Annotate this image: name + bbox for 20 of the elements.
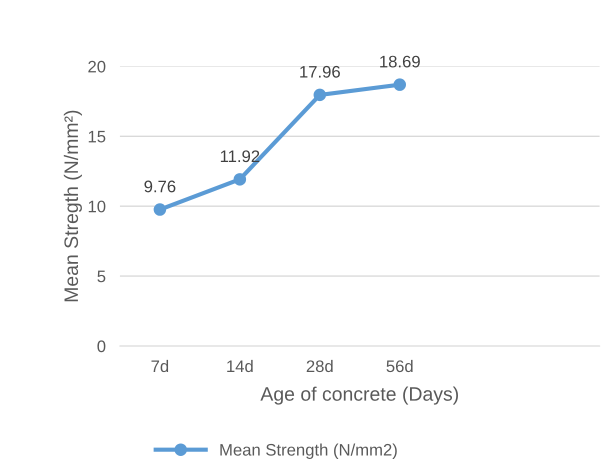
x-tick-label: 7d xyxy=(151,360,168,372)
data-label: 17.96 xyxy=(300,66,340,78)
point xyxy=(394,78,406,91)
y-tick-label: 0 xyxy=(97,340,106,352)
y-tick-label: 20 xyxy=(88,60,106,73)
x-tick-label: 14d xyxy=(227,360,253,372)
x-tick-label: 28d xyxy=(306,360,333,372)
data-label: 11.92 xyxy=(220,150,260,162)
data-label: 9.76 xyxy=(144,180,176,192)
point xyxy=(314,88,326,102)
legend-label: Mean Strength (N/mm2) xyxy=(220,443,397,459)
point xyxy=(234,173,246,186)
x-tick-label: 56d xyxy=(386,360,413,372)
data-label: 18.69 xyxy=(380,56,420,68)
x-axis-title: Age of concrete (Days) xyxy=(260,386,458,405)
y-axis-title: Mean Stregth (N/mm²) xyxy=(64,110,82,302)
point xyxy=(154,203,166,216)
y-tick-label: 5 xyxy=(97,270,106,282)
y-tick-label: 15 xyxy=(88,130,106,142)
y-tick-label: 10 xyxy=(88,200,106,212)
